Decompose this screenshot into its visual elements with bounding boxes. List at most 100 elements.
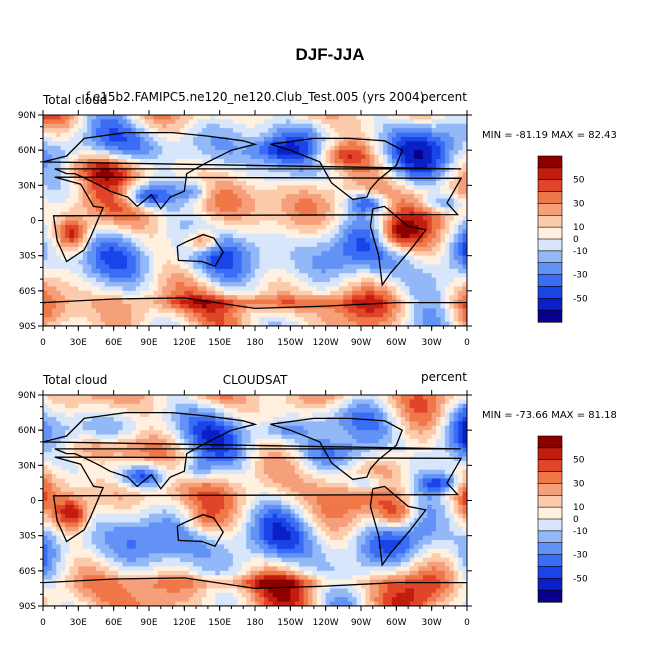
field-cell: [400, 198, 406, 204]
field-cell: [285, 220, 291, 226]
field-cell: [237, 220, 243, 226]
field-cell: [100, 163, 106, 169]
field-cell: [206, 286, 212, 292]
field-cell: [153, 154, 159, 160]
field-cell: [232, 207, 238, 213]
field-cell: [321, 194, 327, 200]
field-cell: [113, 308, 119, 314]
field-cell: [126, 123, 132, 129]
field-cell: [387, 207, 393, 213]
field-cell: [414, 167, 420, 173]
field-cell: [179, 115, 185, 120]
field-cell: [405, 163, 411, 169]
field-cell: [374, 268, 380, 274]
field-cell: [312, 220, 318, 226]
field-cell: [224, 198, 230, 204]
field-cell: [308, 238, 314, 244]
map-panel-2: 0 30E 60E 90E 120E 150E 180 150W 120W 90W 60W 30W 09…: [18, 390, 588, 628]
field-cell: [277, 167, 283, 173]
field-cell: [100, 150, 106, 156]
field-cell: [294, 286, 300, 292]
field-cell: [149, 238, 155, 244]
field-cell: [87, 136, 93, 142]
field-cell: [219, 321, 225, 326]
field-cell: [91, 255, 97, 261]
field-cell: [431, 273, 437, 279]
field-cell: [409, 136, 415, 142]
field-cell: [352, 295, 358, 301]
field-cell: [369, 198, 375, 204]
field-cell: [330, 132, 336, 138]
field-cell: [250, 260, 256, 266]
field-cell: [369, 202, 375, 208]
field-cell: [316, 123, 322, 129]
field-cell: [321, 282, 327, 288]
field-cell: [387, 295, 393, 301]
field-cell: [113, 185, 119, 191]
field-cell: [206, 277, 212, 283]
field-cell: [352, 176, 358, 182]
field-cell: [140, 172, 146, 178]
field-cell: [285, 282, 291, 288]
field-cell: [427, 321, 433, 326]
field-cell: [365, 123, 371, 129]
field-cell: [118, 242, 124, 248]
field-cell: [347, 255, 353, 261]
field-cell: [391, 150, 397, 156]
field-cell: [422, 399, 428, 405]
field-cell: [140, 308, 146, 314]
field-cell: [241, 277, 247, 283]
field-cell: [418, 242, 424, 248]
field-cell: [47, 198, 53, 204]
field-cell: [219, 273, 225, 279]
field-cell: [210, 198, 216, 204]
field-cell: [374, 220, 380, 226]
field-cell: [140, 295, 146, 301]
field-cell: [285, 128, 291, 134]
field-cell: [56, 317, 62, 323]
field-cell: [73, 216, 79, 222]
field-cell: [431, 317, 437, 323]
field-cell: [268, 268, 274, 274]
field-cell: [78, 299, 84, 305]
field-cell: [188, 317, 194, 323]
field-cell: [431, 119, 437, 125]
field-cell: [219, 123, 225, 129]
field-cell: [290, 220, 296, 226]
field-cell: [60, 158, 66, 164]
field-cell: [427, 185, 433, 191]
field-cell: [259, 277, 265, 283]
field-cell: [347, 123, 353, 129]
field-cell: [232, 251, 238, 257]
field-cell: [250, 145, 256, 151]
field-cell: [321, 136, 327, 142]
field-cell: [453, 167, 459, 173]
field-cell: [250, 290, 256, 296]
field-cell: [149, 286, 155, 292]
field-cell: [365, 154, 371, 160]
field-cell: [458, 189, 464, 195]
field-cell: [60, 119, 66, 125]
field-cell: [268, 304, 274, 310]
field-cell: [290, 251, 296, 257]
field-cell: [294, 242, 300, 248]
field-cell: [43, 198, 49, 204]
field-cell: [409, 229, 415, 235]
field-cell: [215, 150, 221, 156]
field-cell: [197, 185, 203, 191]
field-cell: [175, 216, 181, 222]
field-cell: [197, 202, 203, 208]
field-cell: [82, 295, 88, 301]
field-cell: [179, 229, 185, 235]
field-cell: [65, 176, 71, 182]
field-cell: [175, 264, 181, 270]
field-cell: [449, 150, 455, 156]
field-cell: [268, 167, 274, 173]
field-cell: [171, 229, 177, 235]
field-cell: [100, 154, 106, 160]
field-cell: [171, 167, 177, 173]
field-cell: [78, 229, 84, 235]
field-cell: [436, 150, 442, 156]
field-cell: [202, 273, 208, 279]
field-cell: [405, 115, 411, 120]
